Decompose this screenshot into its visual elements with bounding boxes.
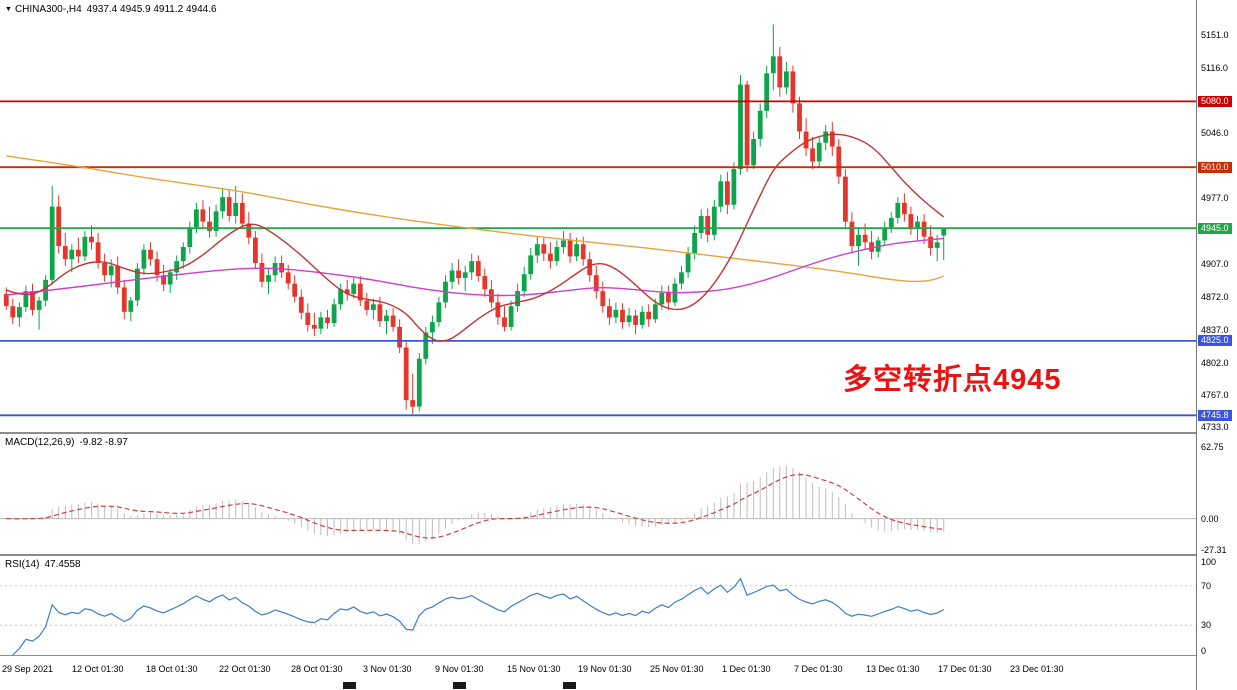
price-axis-label: 4872.0 — [1201, 292, 1229, 302]
quote-ohlc: 4937.4 4945.9 4911.2 4944.6 — [86, 4, 217, 15]
macd-axis-label: -27.31 — [1201, 545, 1227, 555]
time-label: 28 Oct 01:30 — [291, 664, 343, 674]
ma-fast-red — [6, 133, 945, 342]
price-tag-5010.0: 5010.0 — [1198, 162, 1232, 173]
window-drag-handle[interactable] — [453, 682, 466, 689]
price-chart-panel[interactable] — [0, 0, 1196, 432]
price-tag-4825.0: 4825.0 — [1198, 335, 1232, 346]
macd-axis-label: 0.00 — [1201, 514, 1219, 524]
time-label: 18 Oct 01:30 — [146, 664, 198, 674]
price-axis-label: 5116.0 — [1201, 63, 1228, 73]
window-drag-handle[interactable] — [343, 682, 356, 689]
macd-histogram — [12, 465, 945, 545]
price-axis[interactable]: 5151.0 5116.0 5046.0 4977.0 4907.0 4872.0 4837… — [1196, 0, 1237, 690]
panel-separator[interactable] — [0, 554, 1237, 556]
price-axis-label: 4977.0 — [1201, 193, 1229, 203]
time-label: 3 Nov 01:30 — [363, 664, 412, 674]
rsi-axis-label: 100 — [1201, 557, 1217, 567]
price-tag-5080.0: 5080.0 — [1198, 96, 1232, 107]
time-label: 9 Nov 01:30 — [435, 664, 484, 674]
price-axis-label: 5151.0 — [1201, 30, 1229, 40]
time-label: 13 Dec 01:30 — [866, 664, 920, 674]
time-label: 7 Dec 01:30 — [794, 664, 843, 674]
time-axis[interactable]: 29 Sep 2021 12 Oct 01:30 18 Oct 01:30 22 Oc… — [0, 656, 1196, 678]
time-label: 29 Sep 2021 — [2, 664, 54, 674]
price-axis-label: 4907.0 — [1201, 259, 1229, 269]
ma-slow-orange — [6, 155, 944, 283]
price-axis-label: 4767.0 — [1201, 390, 1229, 400]
annotation-text[interactable]: 多空转折点4945 — [843, 364, 1062, 396]
candles — [3, 24, 947, 415]
time-label: 15 Nov 01:30 — [507, 664, 561, 674]
macd-indicator-label: MACD(12,26,9) -9.82 -8.97 — [5, 437, 128, 448]
panel-separator[interactable] — [0, 432, 1237, 434]
rsi-line — [12, 577, 944, 655]
price-axis-label: 5046.0 — [1201, 128, 1229, 138]
macd-signal-line — [6, 473, 944, 539]
price-tag-4745.8: 4745.8 — [1198, 410, 1232, 421]
time-label: 23 Dec 01:30 — [1010, 664, 1064, 674]
macd-name: MACD(12,26,9) — [5, 437, 75, 448]
rsi-value: 47.4558 — [44, 559, 81, 570]
rsi-axis-label: 70 — [1201, 581, 1212, 591]
time-label: 17 Dec 01:30 — [938, 664, 992, 674]
symbol-timeframe: CHINA300-,H4 — [14, 4, 82, 15]
window-drag-handle[interactable] — [563, 682, 576, 689]
rsi-panel[interactable] — [0, 556, 1196, 655]
price-axis-label: 4733.0 — [1201, 422, 1229, 432]
time-label: 19 Nov 01:30 — [578, 664, 632, 674]
bottom-strip — [0, 678, 1237, 690]
time-label: 22 Oct 01:30 — [219, 664, 271, 674]
price-axis-label: 4837.0 — [1201, 325, 1229, 335]
rsi-indicator-label: RSI(14) 47.4558 — [5, 559, 81, 570]
rsi-name: RSI(14) — [5, 559, 40, 570]
macd-panel[interactable] — [0, 434, 1196, 554]
macd-axis-label: 62.75 — [1201, 442, 1224, 452]
symbol-quote-label: ▼ CHINA300-,H4 4937.4 4945.9 4911.2 4944.6 — [5, 4, 217, 15]
macd-values: -9.82 -8.97 — [79, 437, 128, 448]
collapse-triangle-icon[interactable]: ▼ — [5, 6, 12, 13]
time-label: 12 Oct 01:30 — [72, 664, 124, 674]
price-tag-4945.0: 4945.0 — [1198, 223, 1232, 234]
rsi-axis-label: 0 — [1201, 646, 1207, 656]
ma-mid-magenta — [6, 237, 944, 297]
rsi-axis-label: 30 — [1201, 620, 1212, 630]
panel-separator — [0, 655, 1237, 656]
price-axis-label: 4802.0 — [1201, 358, 1229, 368]
time-label: 1 Dec 01:30 — [722, 664, 771, 674]
time-label: 25 Nov 01:30 — [650, 664, 704, 674]
